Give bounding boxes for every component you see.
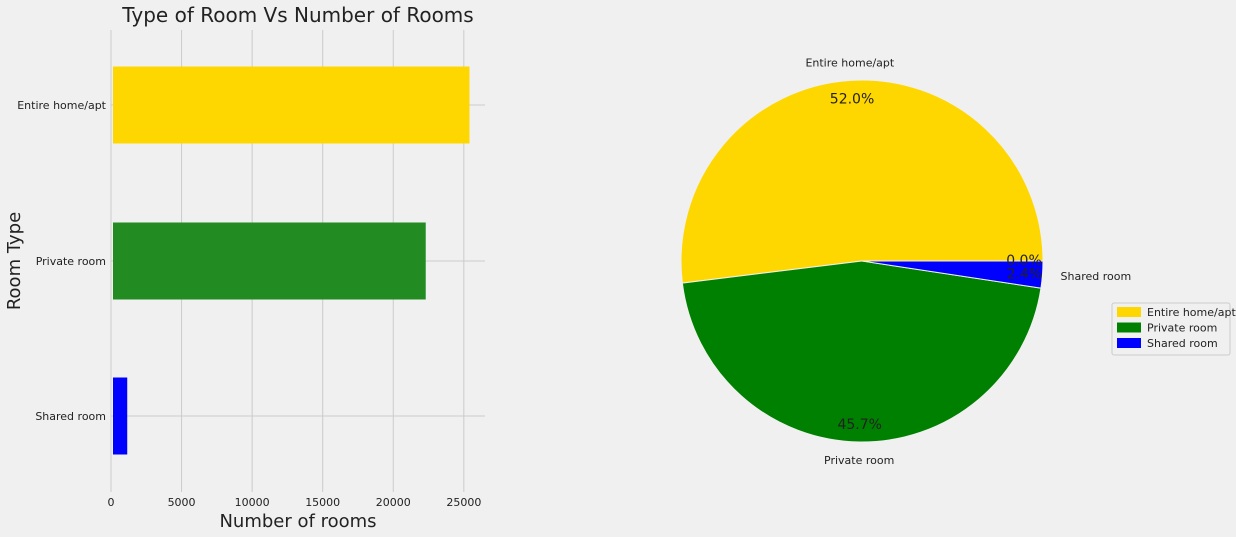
bar-y-axis-label: Room Type — [4, 212, 25, 310]
pie-percent-label: 2.4% — [1007, 266, 1043, 282]
pie-category-label: Entire home/apt — [805, 56, 894, 69]
bar-chart-title: Type of Room Vs Number of Rooms — [121, 3, 473, 27]
y-tick-label: Private room — [36, 255, 106, 268]
bar-private-room — [113, 222, 426, 300]
bar-entire-home-apt — [113, 66, 470, 144]
legend-swatch — [1117, 338, 1141, 348]
bar-shared-room — [113, 377, 128, 455]
pie-legend: Entire home/apt Private room Shared room — [1111, 302, 1236, 356]
pie-category-label: Private room — [824, 454, 894, 467]
pie-slice-shared-room — [861, 260, 1044, 289]
bar-y-ticks: Entire home/apt Private room Shared room — [17, 99, 106, 423]
pie-percent-label: 45.7% — [837, 417, 881, 433]
x-tick-label: 0 — [108, 496, 115, 509]
pie-category-label: Shared room — [1061, 270, 1132, 283]
legend-label: Private room — [1147, 322, 1217, 335]
pie-percent-label: 52.0% — [830, 91, 874, 107]
pie-slice-entire-home-apt — [680, 79, 1044, 284]
pie-percent-label: 0.0% — [1006, 253, 1042, 269]
legend-frame — [1111, 302, 1231, 356]
pie-slices — [680, 79, 1044, 443]
legend-swatch — [1117, 322, 1141, 333]
y-tick-label: Entire home/apt — [17, 99, 106, 112]
x-tick-label: 10000 — [235, 496, 270, 509]
bar-marks — [113, 66, 470, 455]
x-tick-label: 15000 — [305, 496, 340, 509]
legend-label: Entire home/apt — [1147, 306, 1236, 319]
bar-x-ticks: 0 5000 10000 15000 20000 25000 — [108, 496, 482, 509]
x-tick-label: 20000 — [376, 496, 411, 509]
pie-slice-private-room — [681, 260, 1042, 443]
x-tick-label: 5000 — [168, 496, 196, 509]
bar-x-axis-label: Number of rooms — [219, 511, 376, 532]
x-tick-label: 25000 — [446, 496, 481, 509]
pie-labels: Entire home/apt 52.0% Private room 45.7% Sha… — [805, 56, 1131, 467]
legend-label: Shared room — [1147, 337, 1218, 350]
legend-swatch — [1117, 307, 1141, 317]
y-tick-label: Shared room — [35, 410, 106, 423]
